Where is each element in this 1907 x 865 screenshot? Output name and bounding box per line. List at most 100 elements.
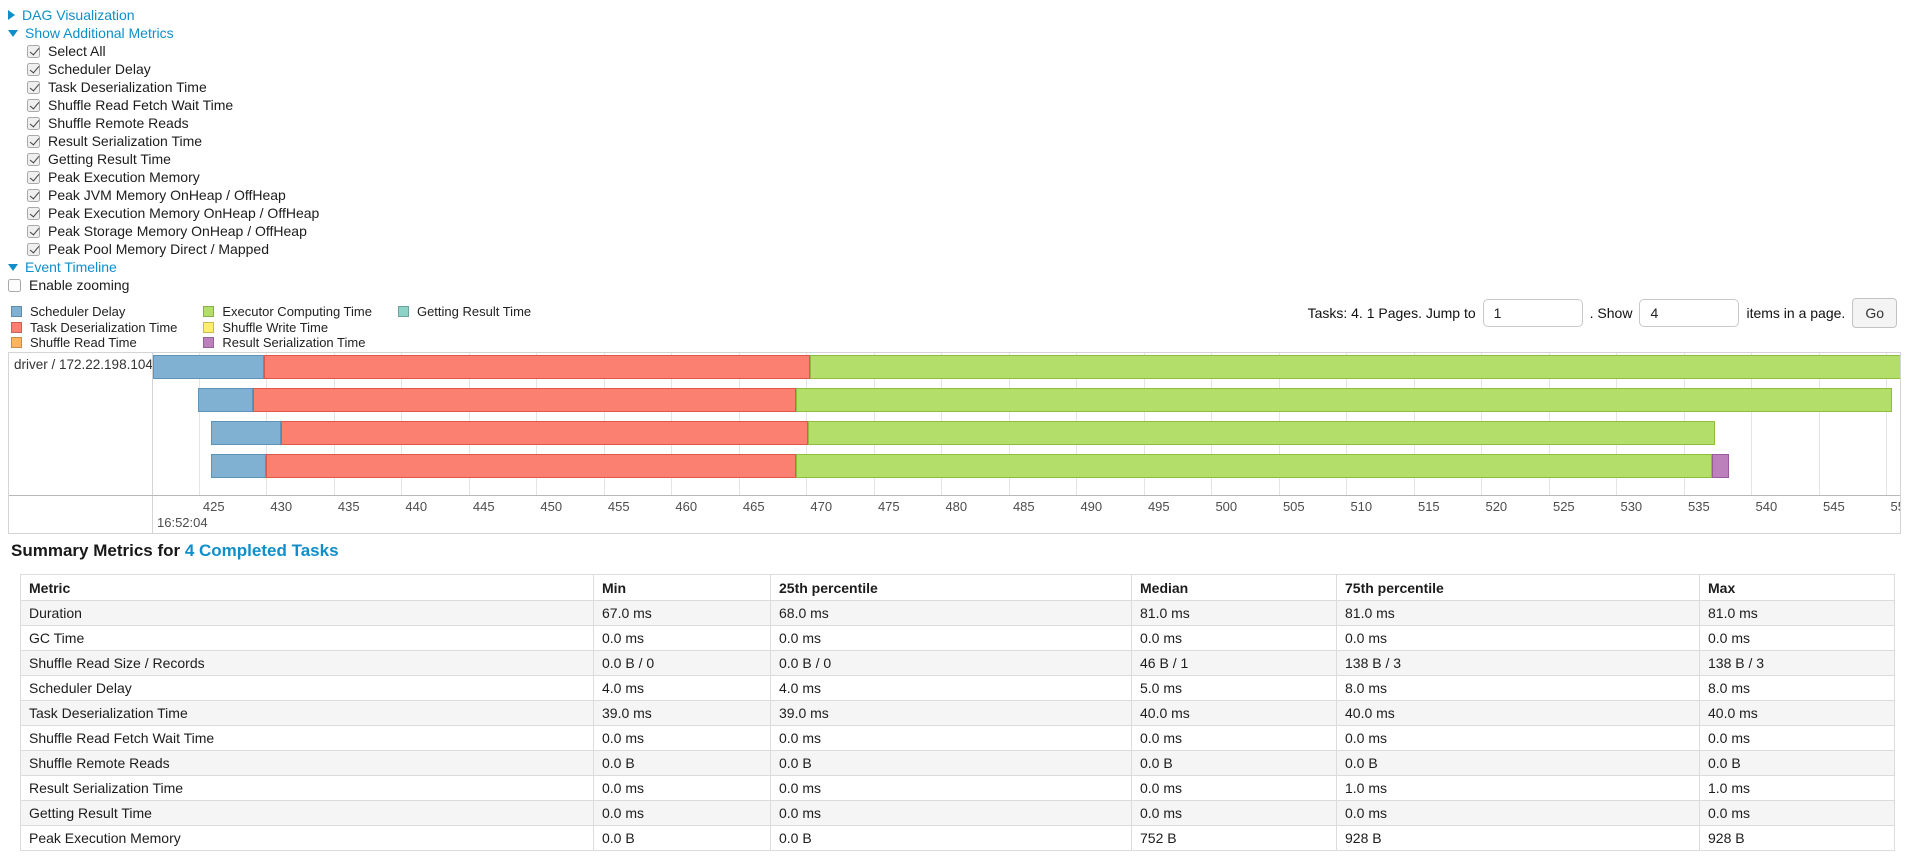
items-per-page-input[interactable]: [1639, 299, 1740, 327]
metric-checkbox-label: Shuffle Remote Reads: [48, 115, 189, 131]
deserialization-segment[interactable]: [252, 388, 796, 412]
metric-value-cell: 0.0 B: [1699, 750, 1895, 776]
metric-checkbox-label: Peak Storage Memory OnHeap / OffHeap: [48, 223, 307, 239]
scheduler-delay-segment[interactable]: [211, 421, 282, 445]
metric-checkbox-shuffle-remote-reads[interactable]: [27, 116, 40, 130]
metric-value-cell: 4.0 ms: [593, 675, 771, 701]
metric-checkbox-peak-storage-memory-onheap-offheap[interactable]: [27, 224, 40, 238]
event-timeline-chart: driver / 172.22.198.104 16:52:04 425 430 4…: [8, 352, 1901, 534]
timeline-header-band: Scheduler Delay Task Deserialization Time…: [0, 297, 1907, 352]
jump-to-page-input[interactable]: [1482, 299, 1583, 327]
axis-tick-label: 485: [1012, 499, 1035, 514]
executor-computing-segment[interactable]: [810, 355, 1900, 379]
dag-visualization-label: DAG Visualization: [22, 7, 135, 23]
metric-value-cell: 46 B / 1: [1131, 650, 1337, 676]
table-header-row: Metric Min 25th percentile Median 75th perce…: [20, 574, 1895, 601]
metric-value-cell: 39.0 ms: [593, 700, 771, 726]
metric-value-cell: 0.0 ms: [770, 800, 1132, 826]
axis-tick-label: 440: [405, 499, 428, 514]
metric-value-cell: 0.0 ms: [593, 725, 771, 751]
metric-value-cell: 81.0 ms: [1131, 600, 1337, 626]
axis-tick-label: 460: [675, 499, 698, 514]
metric-checkbox-getting-result-time[interactable]: [27, 152, 40, 166]
column-header-median: Median: [1131, 574, 1337, 601]
axis-tick-label: 545: [1822, 499, 1845, 514]
legend-label: Shuffle Read Time: [30, 335, 137, 351]
metric-name-cell: GC Time: [20, 625, 594, 651]
executor-computing-segment[interactable]: [795, 454, 1713, 478]
pagination-prefix-text: Tasks: 4. 1 Pages. Jump to: [1307, 305, 1476, 321]
legend-swatch-scheduler-delay: [11, 306, 22, 318]
metric-list-item: Shuffle Read Fetch Wait Time: [27, 96, 319, 114]
metric-name-cell: Shuffle Read Fetch Wait Time: [20, 725, 594, 751]
metric-row-gc-time: GC Time 0.0 ms 0.0 ms 0.0 ms 0.0 ms 0.0 ms: [20, 625, 1895, 651]
dag-visualization-toggle[interactable]: DAG Visualization: [8, 6, 319, 24]
metric-row-shuffle-remote-reads: Shuffle Remote Reads 0.0 B 0.0 B 0.0 B 0.0 B…: [20, 750, 1895, 776]
enable-zooming-checkbox[interactable]: [8, 278, 21, 292]
metric-checkbox-task-deserialization-time[interactable]: [27, 80, 40, 94]
deserialization-segment[interactable]: [281, 421, 808, 445]
scheduler-delay-segment[interactable]: [153, 355, 264, 379]
deserialization-segment[interactable]: [263, 355, 811, 379]
legend-swatch-executor-computing-time: [203, 306, 215, 318]
deserialization-segment[interactable]: [266, 454, 796, 478]
metric-row-task-deserialization-time: Task Deserialization Time 39.0 ms 39.0 ms 4…: [20, 700, 1895, 726]
metric-value-cell: 0.0 ms: [593, 775, 771, 801]
metric-checkbox-peak-execution-memory[interactable]: [27, 170, 40, 184]
column-header-min: Min: [593, 574, 771, 601]
executor-computing-segment[interactable]: [807, 421, 1716, 445]
legend-label: Getting Result Time: [416, 304, 532, 320]
metric-checkbox-result-serialization-time[interactable]: [27, 134, 40, 148]
metric-name-cell: Shuffle Read Size / Records: [20, 650, 594, 676]
legend-swatch-task-deserialization-time: [11, 321, 22, 333]
metric-value-cell: 0.0 ms: [593, 800, 771, 826]
go-button[interactable]: Go: [1852, 298, 1897, 328]
metric-checkbox-scheduler-delay[interactable]: [27, 62, 40, 76]
metric-row-peak-execution-memory: Peak Execution Memory 0.0 B 0.0 B 752 B 928 …: [20, 825, 1895, 851]
metric-value-cell: 40.0 ms: [1131, 700, 1337, 726]
metric-value-cell: 0.0 ms: [1131, 625, 1337, 651]
event-timeline-toggle[interactable]: Event Timeline: [8, 258, 319, 276]
metric-list-item: Scheduler Delay: [27, 60, 319, 78]
metric-checkbox-shuffle-read-fetch-wait-time[interactable]: [27, 98, 40, 112]
metric-value-cell: 81.0 ms: [1699, 600, 1895, 626]
axis-gridline: [1818, 353, 1820, 495]
scheduler-delay-segment[interactable]: [211, 454, 267, 478]
metric-checkbox-label: Shuffle Read Fetch Wait Time: [48, 97, 234, 113]
metric-list-item: Peak Storage Memory OnHeap / OffHeap: [27, 222, 319, 240]
metric-name-cell: Getting Result Time: [20, 800, 594, 826]
metric-value-cell: 39.0 ms: [770, 700, 1132, 726]
legend-item-shuffle-read-time: Shuffle Read Time: [11, 335, 177, 351]
metric-value-cell: 928 B: [1699, 825, 1895, 851]
scheduler-delay-segment[interactable]: [197, 388, 253, 412]
metric-checkbox-peak-jvm-memory-onheap-offheap[interactable]: [27, 188, 40, 202]
legend-item-result-serialization-time: Result Serialization Time: [203, 335, 372, 351]
legend-label: Executor Computing Time: [222, 304, 372, 320]
show-additional-metrics-label: Show Additional Metrics: [25, 25, 174, 41]
table-body: Duration 67.0 ms 68.0 ms 81.0 ms 81.0 ms 81.0…: [20, 600, 1895, 851]
axis-tick-label: 540: [1755, 499, 1778, 514]
metric-checkbox-select-all[interactable]: [27, 44, 40, 58]
pagination-suffix-text: items in a page.: [1746, 305, 1846, 321]
completed-tasks-link[interactable]: 4 Completed Tasks: [184, 541, 339, 560]
metric-name-cell: Result Serialization Time: [20, 775, 594, 801]
metric-value-cell: 68.0 ms: [770, 600, 1132, 626]
legend-swatch-result-serialization-time: [203, 337, 215, 349]
event-timeline-label: Event Timeline: [25, 259, 117, 275]
collapsed-arrow-icon: [8, 10, 15, 20]
axis-tick-label: 495: [1147, 499, 1170, 514]
axis-tick-label: 450: [540, 499, 563, 514]
legend-label: Result Serialization Time: [222, 335, 366, 351]
show-additional-metrics-toggle[interactable]: Show Additional Metrics: [8, 24, 319, 42]
metric-checkbox-label: Task Deserialization Time: [48, 79, 207, 95]
executor-computing-segment[interactable]: [795, 388, 1892, 412]
axis-tick-label: 430: [270, 499, 293, 514]
metric-checkbox-peak-pool-memory-direct-mapped[interactable]: [27, 242, 40, 256]
metric-row-result-serialization-time: Result Serialization Time 0.0 ms 0.0 ms 0.0…: [20, 775, 1895, 801]
legend-swatch-getting-result-time: [397, 306, 409, 318]
result-serialization-segment[interactable]: [1712, 454, 1729, 478]
metric-value-cell: 752 B: [1131, 825, 1337, 851]
metric-checkbox-peak-execution-memory-onheap-offheap[interactable]: [27, 206, 40, 220]
metric-checkbox-label: Peak Pool Memory Direct / Mapped: [48, 241, 269, 257]
summary-metrics-section: Summary Metrics for 4 Completed Tasks Me…: [11, 541, 1895, 851]
